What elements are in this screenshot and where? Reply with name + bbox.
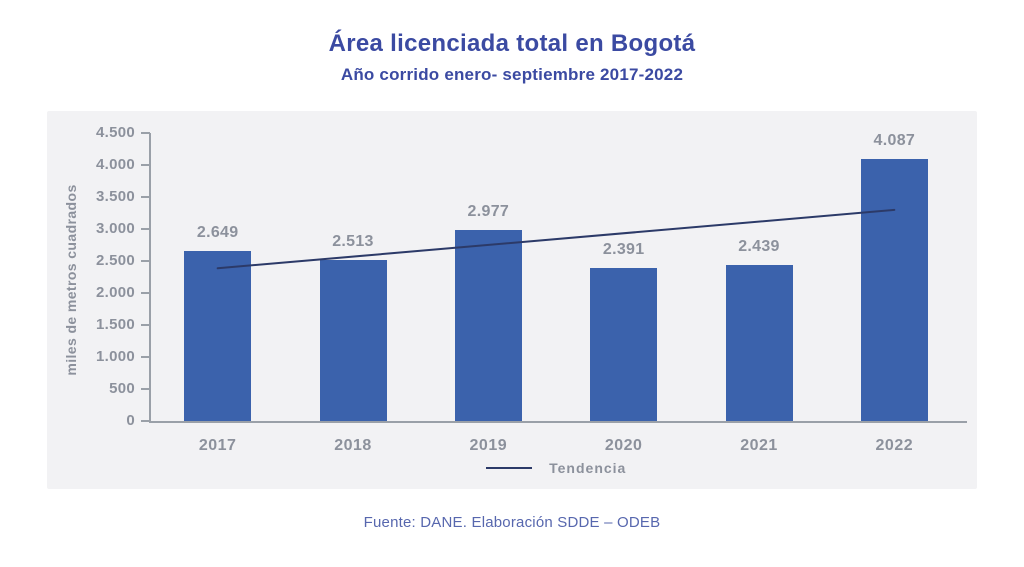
bar-2021	[725, 264, 793, 421]
y-tick-mark	[141, 292, 150, 294]
bar-value-label: 2.649	[196, 224, 239, 242]
y-tick-label: 1.500	[95, 316, 135, 333]
bar-value-label: 2.513	[332, 233, 374, 251]
y-tick-label: 2.000	[95, 284, 135, 301]
x-axis-label: 2022	[875, 437, 914, 454]
trend-line	[216, 208, 896, 270]
y-tick-mark	[141, 356, 150, 358]
bar-value-label: 2.439	[738, 237, 780, 255]
bar-2019	[454, 230, 522, 421]
bar-value-label: 2.977	[467, 203, 510, 221]
bar-2017	[184, 251, 252, 421]
y-tick-label: 4.500	[95, 124, 135, 141]
y-tick-label: 4.000	[95, 156, 135, 173]
x-axis-line	[149, 421, 967, 423]
bar-2018	[319, 260, 387, 421]
y-tick-mark	[141, 132, 150, 134]
y-tick-label: 500	[109, 380, 135, 397]
bar-2020	[590, 267, 658, 421]
bar-value-label: 2.391	[602, 240, 645, 258]
y-tick-label: 3.000	[95, 220, 135, 237]
chart-title: Área licenciada total en Bogotá	[328, 30, 696, 57]
y-tick-mark	[141, 324, 150, 326]
plot-area: 2.649 2017 2.513 2018 2.977 2019 2.391 2020 2.43…	[150, 132, 962, 454]
y-tick-label: 3.500	[95, 188, 135, 205]
y-axis-title: miles de metros cuadrados	[63, 184, 79, 376]
trend-legend-line-icon	[485, 466, 532, 469]
legend: Tendencia	[150, 459, 962, 477]
x-axis-label: 2020	[604, 437, 643, 454]
y-axis-line	[149, 133, 151, 423]
y-tick-label: 0	[126, 412, 135, 429]
x-axis-label: 2019	[469, 437, 508, 454]
y-tick-mark	[141, 196, 150, 198]
x-axis-label: 2017	[198, 437, 237, 454]
chart-subtitle: Año corrido enero- septiembre 2017-2022	[340, 65, 684, 84]
y-tick-label: 2.500	[95, 252, 135, 269]
bar-value-label: 4.087	[873, 132, 916, 150]
y-tick-mark	[141, 420, 150, 422]
bar-2022	[860, 159, 928, 421]
y-tick-mark	[141, 164, 150, 166]
source-note: Fuente: DANE. Elaboración SDDE – ODEB	[363, 514, 661, 531]
x-axis-label: 2021	[740, 437, 778, 454]
chart-panel: miles de metros cuadrados 2.649 2017 2.513…	[47, 111, 977, 489]
x-axis-label: 2018	[334, 437, 372, 454]
y-tick-label: 1.000	[95, 348, 135, 365]
y-tick-mark	[141, 260, 150, 262]
legend-label: Tendencia	[549, 459, 627, 476]
y-tick-mark	[141, 228, 150, 230]
y-tick-mark	[141, 388, 150, 390]
